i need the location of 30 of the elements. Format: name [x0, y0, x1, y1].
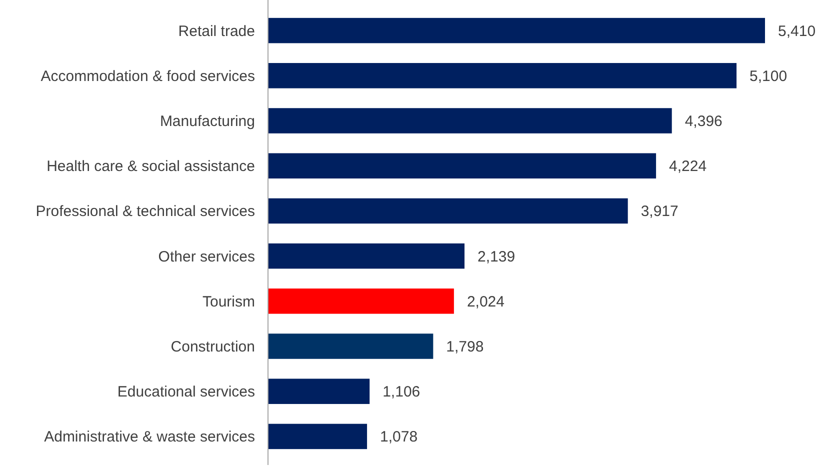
bar — [268, 63, 737, 88]
data-label: 4,224 — [669, 158, 707, 176]
bar — [268, 18, 765, 44]
y-tick-label: Health care & social assistance — [46, 158, 255, 176]
data-label: 1,106 — [382, 384, 420, 401]
data-label: 5,100 — [750, 68, 788, 85]
bar — [268, 288, 454, 314]
bar — [268, 334, 434, 359]
y-tick-label: Other services — [158, 248, 255, 266]
y-tick-label: Educational services — [117, 384, 255, 401]
y-tick-label: Construction — [170, 338, 255, 356]
y-tick-label: Professional & technical services — [36, 203, 255, 220]
data-label: 1,798 — [446, 338, 484, 356]
data-label: 2,024 — [466, 293, 504, 310]
data-label: 5,410 — [778, 22, 816, 40]
bar — [268, 153, 656, 178]
y-tick-label: Accommodation & food services — [40, 68, 255, 85]
bar — [268, 198, 628, 224]
bar — [268, 243, 465, 269]
y-tick-label: Tourism — [202, 293, 255, 310]
data-label: 4,396 — [684, 113, 722, 130]
bar — [268, 378, 370, 404]
data-label: 2,139 — [478, 248, 516, 266]
bar — [268, 108, 672, 134]
y-tick-label: Administrative & waste services — [44, 428, 255, 446]
data-label: 3,917 — [640, 203, 678, 220]
bar — [268, 424, 368, 450]
data-label: 1,078 — [380, 428, 418, 446]
y-tick-label: Retail trade — [178, 22, 255, 40]
y-tick-label: Manufacturing — [160, 113, 255, 130]
